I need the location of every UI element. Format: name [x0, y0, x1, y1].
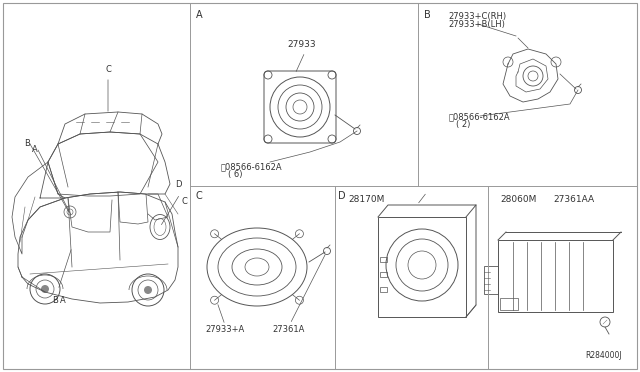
Circle shape	[144, 286, 152, 294]
Text: 28060M: 28060M	[500, 196, 536, 205]
Text: 28170M: 28170M	[348, 196, 385, 205]
Text: A: A	[60, 296, 66, 305]
Bar	[500, 298, 518, 310]
Bar	[484, 266, 498, 294]
Text: 27361A: 27361A	[272, 324, 305, 334]
Bar	[378, 217, 466, 317]
Text: Ⓢ08566-6162A: Ⓢ08566-6162A	[221, 163, 283, 171]
Bar	[498, 240, 613, 312]
Text: D: D	[338, 191, 346, 201]
Text: A: A	[32, 145, 38, 154]
Text: ( 6): ( 6)	[228, 170, 243, 179]
Text: B: B	[52, 296, 58, 305]
Text: C: C	[105, 65, 111, 74]
Circle shape	[41, 285, 49, 293]
Text: 27361AA: 27361AA	[553, 196, 594, 205]
Text: B: B	[24, 140, 30, 148]
Text: ( 2): ( 2)	[456, 119, 470, 128]
Text: Ⓢ08566-6162A: Ⓢ08566-6162A	[449, 112, 511, 122]
Text: 27933+A: 27933+A	[205, 324, 244, 334]
Text: 27933+B(LH): 27933+B(LH)	[448, 20, 505, 29]
Text: 27933+C(RH): 27933+C(RH)	[448, 13, 506, 22]
Text: C: C	[196, 191, 203, 201]
Text: B: B	[424, 10, 431, 20]
Text: D: D	[175, 180, 182, 189]
Text: R284000J: R284000J	[586, 351, 622, 360]
Text: C: C	[182, 197, 188, 206]
Bar	[380, 257, 387, 262]
Text: 27933: 27933	[288, 40, 316, 49]
Bar	[380, 287, 387, 292]
Bar	[380, 272, 387, 277]
Text: A: A	[196, 10, 203, 20]
